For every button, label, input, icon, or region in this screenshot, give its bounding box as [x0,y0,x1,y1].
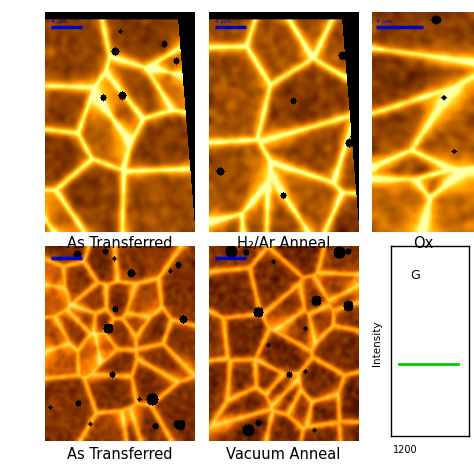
Text: As Transferred: As Transferred [67,236,173,251]
Text: Ox: Ox [413,236,433,251]
Text: 4 μm: 4 μm [215,19,231,24]
Text: 4 μm: 4 μm [376,19,392,24]
Text: 1200: 1200 [393,445,418,455]
Text: G: G [410,269,420,282]
Text: Vacuum Anneal: Vacuum Anneal [226,447,340,462]
Text: As Transferred: As Transferred [67,447,173,462]
Text: 4 μm: 4 μm [51,19,67,24]
Text: H₂/Ar Anneal: H₂/Ar Anneal [237,236,330,251]
Text: Intensity: Intensity [372,321,382,366]
